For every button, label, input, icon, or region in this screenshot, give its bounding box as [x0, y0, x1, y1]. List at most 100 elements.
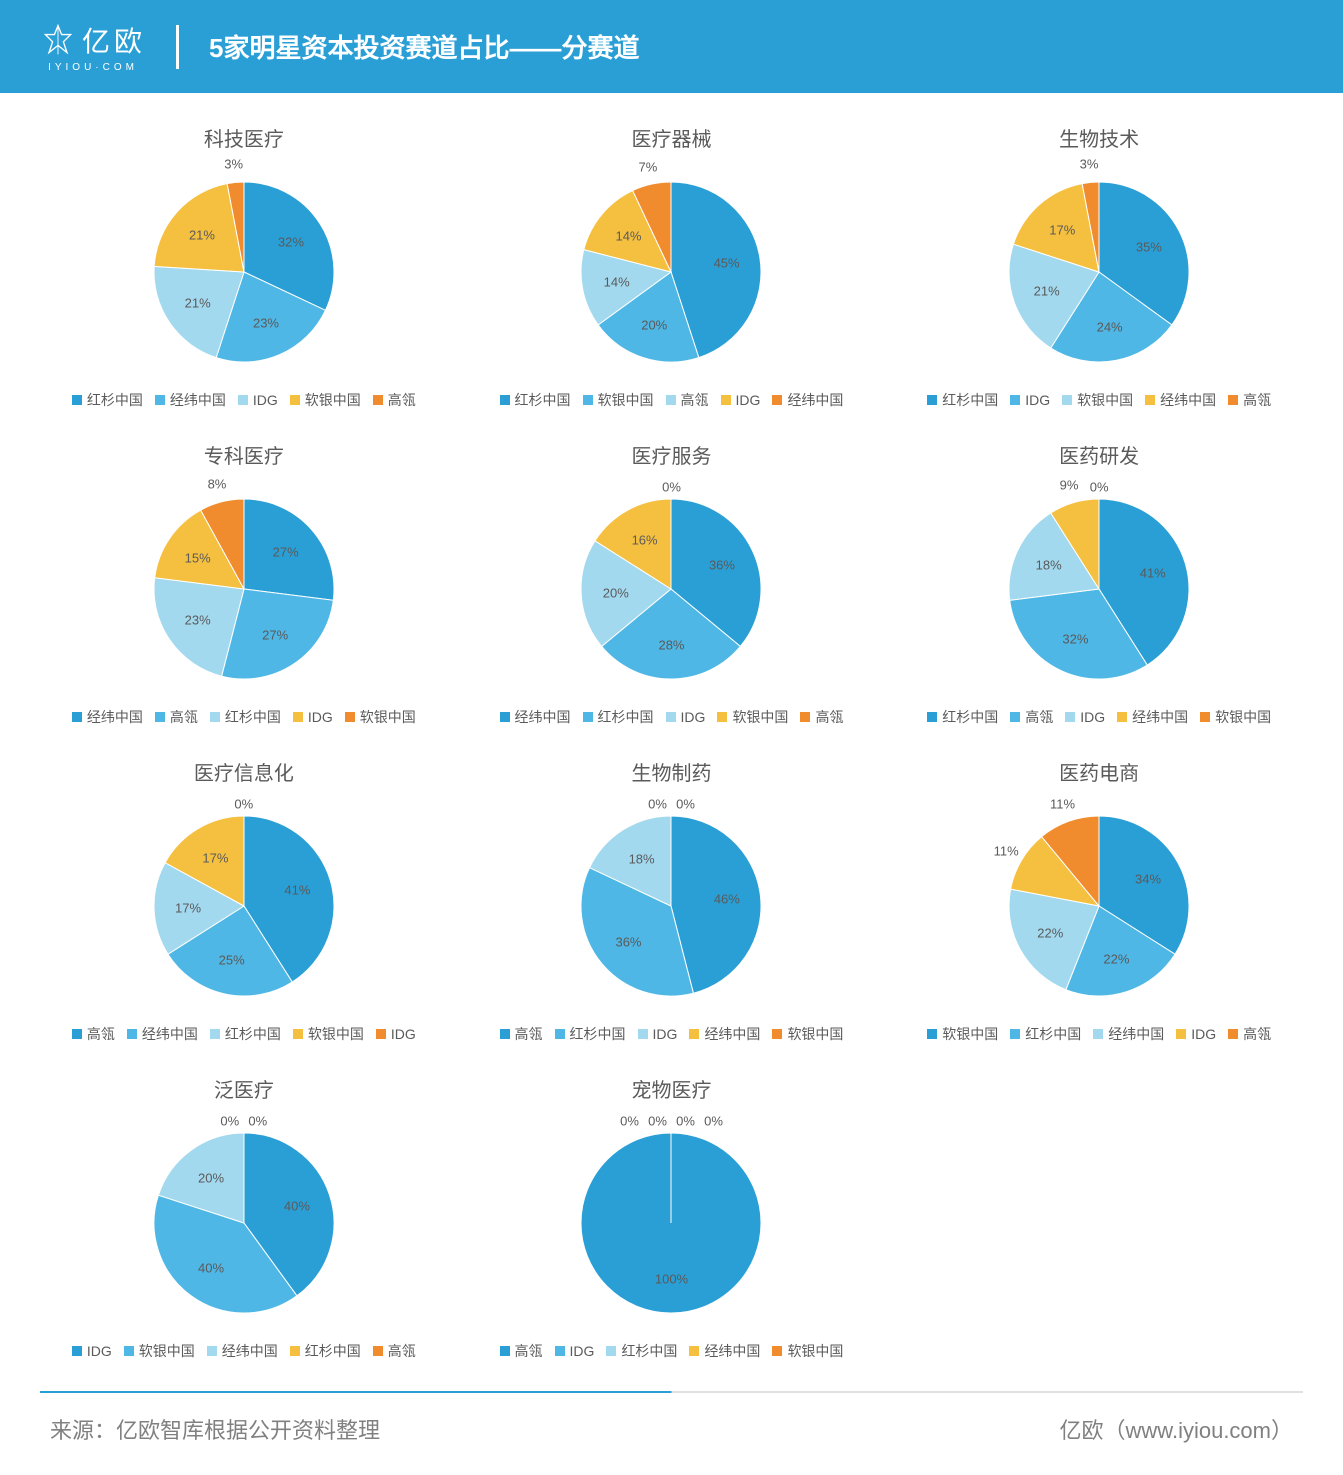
pie-chart: 41%32%18%9%0% — [974, 479, 1224, 699]
legend-item: IDG — [721, 390, 761, 410]
legend-swatch — [1176, 1029, 1186, 1039]
pct-label: 32% — [1062, 632, 1088, 647]
legend-swatch — [1228, 395, 1238, 405]
legend-swatch — [72, 1029, 82, 1039]
legend: IDG软银中国经纬中国红杉中国高瓴 — [72, 1341, 416, 1361]
legend-item: IDG — [376, 1024, 416, 1044]
pct-label: 21% — [185, 296, 211, 311]
pct-label: 20% — [198, 1170, 224, 1185]
legend-item: 经纬中国 — [689, 1341, 760, 1361]
legend-item: IDG — [293, 707, 333, 727]
legend-item: IDG — [666, 707, 706, 727]
legend-label: 红杉中国 — [621, 1341, 677, 1361]
legend-label: 红杉中国 — [515, 390, 571, 410]
legend-swatch — [1062, 395, 1072, 405]
legend-label: 红杉中国 — [305, 1341, 361, 1361]
legend-swatch — [772, 1029, 782, 1039]
legend-label: 红杉中国 — [942, 390, 998, 410]
legend-swatch — [1010, 712, 1020, 722]
legend-item: 高瓴 — [1228, 390, 1271, 410]
legend-label: 高瓴 — [388, 390, 416, 410]
pct-label: 9% — [1060, 478, 1079, 493]
legend: 红杉中国经纬中国IDG软银中国高瓴 — [72, 390, 416, 410]
pct-label: 8% — [208, 477, 227, 492]
pct-label: 11% — [994, 844, 1019, 859]
legend-label: 高瓴 — [515, 1024, 543, 1044]
legend-item: 高瓴 — [1010, 707, 1053, 727]
legend-swatch — [606, 1346, 616, 1356]
chart-title: 医药电商 — [1059, 757, 1139, 786]
legend-item: 高瓴 — [500, 1024, 543, 1044]
header-bar: 亿欧 IYIOU·COM 5家明星资本投资赛道占比——分赛道 — [0, 0, 1343, 93]
pie-chart: 36%28%20%16%0% — [546, 479, 796, 699]
pct-label: 27% — [262, 628, 288, 643]
legend-swatch — [583, 395, 593, 405]
page-title: 5家明星资本投资赛道占比——分赛道 — [209, 28, 639, 65]
chart-title: 科技医疗 — [204, 123, 284, 152]
legend-item: 高瓴 — [500, 1341, 543, 1361]
pie-chart: 32%23%21%21%3% — [119, 162, 369, 382]
chart-title: 医疗信息化 — [194, 757, 294, 786]
pct-label: 36% — [709, 558, 735, 573]
footer-source: 来源：亿欧智库根据公开资料整理 — [50, 1413, 380, 1445]
legend-item: 红杉中国 — [555, 1024, 626, 1044]
legend-swatch — [1010, 1029, 1020, 1039]
chart-title: 生物技术 — [1059, 123, 1139, 152]
header-divider — [176, 25, 179, 69]
chart-title: 生物制药 — [631, 757, 711, 786]
legend-item: 软银中国 — [290, 390, 361, 410]
legend-swatch — [124, 1346, 134, 1356]
legend-label: 高瓴 — [87, 1024, 115, 1044]
legend-item: 高瓴 — [155, 707, 198, 727]
legend: 红杉中国软银中国高瓴IDG经纬中国 — [500, 390, 844, 410]
legend-swatch — [210, 712, 220, 722]
legend-item: IDG — [1065, 707, 1105, 727]
logo-icon — [40, 22, 76, 58]
legend-swatch — [666, 712, 676, 722]
legend-item: 软银中国 — [717, 707, 788, 727]
logo: 亿欧 IYIOU·COM — [40, 20, 146, 73]
legend-item: 经纬中国 — [689, 1024, 760, 1044]
pct-label: 36% — [615, 934, 641, 949]
legend: 软银中国红杉中国经纬中国IDG高瓴 — [927, 1024, 1271, 1044]
legend-swatch — [500, 712, 510, 722]
legend-swatch — [772, 1346, 782, 1356]
legend-swatch — [583, 712, 593, 722]
legend-item: 软银中国 — [927, 1024, 998, 1044]
legend-swatch — [293, 712, 303, 722]
legend-label: IDG — [1191, 1026, 1216, 1042]
legend-label: 红杉中国 — [225, 1024, 281, 1044]
pct-label: 46% — [714, 892, 740, 907]
legend-item: IDG — [555, 1341, 595, 1361]
legend: 高瓴红杉中国IDG经纬中国软银中国 — [500, 1024, 844, 1044]
pct-label: 27% — [273, 545, 299, 560]
pct-label: 23% — [253, 316, 279, 331]
pct-label: 18% — [629, 851, 655, 866]
legend-label: 红杉中国 — [225, 707, 281, 727]
legend-label: 经纬中国 — [222, 1341, 278, 1361]
chart-专科医疗: 专科医疗27%27%23%15%8%经纬中国高瓴红杉中国IDG软银中国 — [40, 440, 448, 727]
pct-label: 3% — [1080, 157, 1099, 172]
legend-swatch — [927, 712, 937, 722]
legend-swatch — [345, 712, 355, 722]
legend-label: 软银中国 — [1077, 390, 1133, 410]
pie-chart: 46%36%18%0%0% — [546, 796, 796, 1016]
pct-label: 20% — [641, 318, 667, 333]
pct-label: 34% — [1135, 872, 1161, 887]
pct-label: 21% — [189, 228, 215, 243]
chart-title: 宠物医疗 — [631, 1074, 711, 1103]
legend-swatch — [207, 1346, 217, 1356]
pct-label: 22% — [1103, 952, 1129, 967]
chart-泛医疗: 泛医疗40%40%20%0%0%IDG软银中国经纬中国红杉中国高瓴 — [40, 1074, 448, 1361]
legend-item: 红杉中国 — [583, 707, 654, 727]
legend-label: 红杉中国 — [598, 707, 654, 727]
legend-label: 高瓴 — [515, 1341, 543, 1361]
legend-item: 红杉中国 — [210, 1024, 281, 1044]
legend-swatch — [689, 1346, 699, 1356]
legend-swatch — [127, 1029, 137, 1039]
legend-item: 软银中国 — [293, 1024, 364, 1044]
legend-item: 经纬中国 — [1093, 1024, 1164, 1044]
pct-label: 0% — [620, 1114, 639, 1129]
legend-item: 经纬中国 — [1117, 707, 1188, 727]
legend-label: 经纬中国 — [87, 707, 143, 727]
